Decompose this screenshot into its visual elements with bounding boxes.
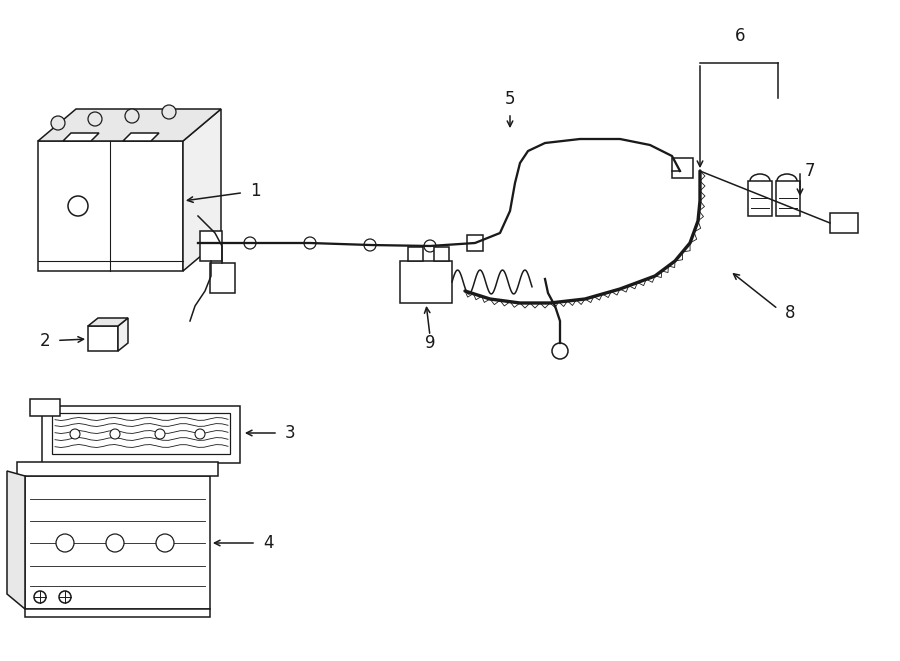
Circle shape — [552, 343, 568, 359]
Polygon shape — [63, 133, 99, 141]
Circle shape — [70, 429, 80, 439]
Circle shape — [88, 112, 102, 126]
Polygon shape — [434, 247, 449, 261]
Polygon shape — [183, 109, 221, 271]
Polygon shape — [17, 462, 218, 476]
Circle shape — [125, 109, 139, 123]
Polygon shape — [118, 318, 128, 351]
Text: 3: 3 — [284, 424, 295, 442]
Polygon shape — [748, 181, 772, 216]
Circle shape — [34, 591, 46, 603]
Polygon shape — [42, 406, 240, 463]
Circle shape — [156, 534, 174, 552]
Text: 6: 6 — [734, 27, 745, 45]
Polygon shape — [38, 141, 183, 271]
Polygon shape — [88, 318, 128, 326]
Circle shape — [68, 196, 88, 216]
Circle shape — [51, 116, 65, 130]
Text: 1: 1 — [249, 182, 260, 200]
Polygon shape — [408, 247, 423, 261]
Circle shape — [56, 534, 74, 552]
Polygon shape — [52, 413, 230, 454]
Text: 9: 9 — [425, 334, 436, 352]
Circle shape — [106, 534, 124, 552]
Circle shape — [424, 240, 436, 252]
Circle shape — [304, 237, 316, 249]
Polygon shape — [776, 181, 800, 216]
Circle shape — [59, 591, 71, 603]
Polygon shape — [200, 231, 222, 261]
Polygon shape — [123, 133, 159, 141]
Text: 5: 5 — [505, 90, 515, 108]
Circle shape — [110, 429, 120, 439]
Polygon shape — [830, 213, 858, 233]
Polygon shape — [7, 471, 25, 609]
Circle shape — [364, 239, 376, 251]
Text: 7: 7 — [805, 162, 815, 180]
Circle shape — [155, 429, 165, 439]
Polygon shape — [25, 476, 210, 609]
Polygon shape — [467, 235, 483, 251]
Polygon shape — [25, 609, 210, 617]
Polygon shape — [400, 261, 452, 303]
Polygon shape — [210, 263, 235, 293]
Polygon shape — [88, 326, 118, 351]
Polygon shape — [38, 109, 221, 141]
Text: 2: 2 — [40, 332, 50, 350]
Polygon shape — [30, 399, 60, 416]
Polygon shape — [672, 158, 693, 178]
Text: 8: 8 — [785, 304, 796, 322]
Circle shape — [195, 429, 205, 439]
Text: 4: 4 — [263, 534, 274, 552]
Circle shape — [162, 105, 176, 119]
Circle shape — [244, 237, 256, 249]
